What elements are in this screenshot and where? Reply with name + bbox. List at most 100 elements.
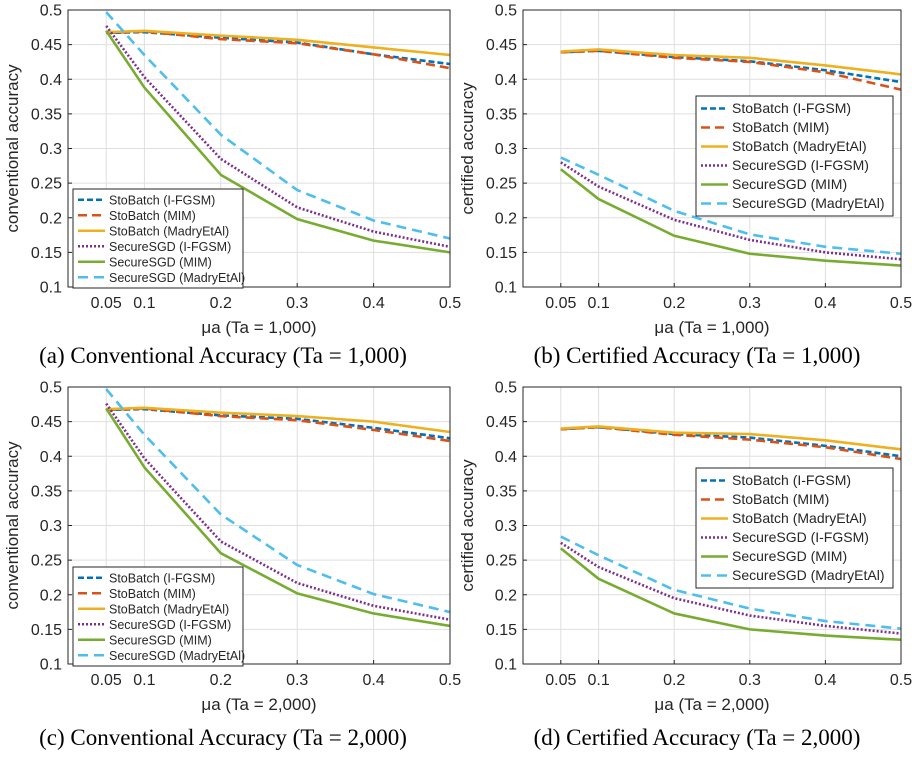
legend-entry-label: StoBatch (MadryEtAl) (732, 138, 867, 154)
x-tick-label: 0.4 (814, 672, 836, 689)
series-line-securesgd-i-fgsm (105, 25, 451, 249)
x-tick-label: 0.2 (210, 672, 232, 689)
y-tick-label: 0.25 (31, 176, 62, 193)
y-tick-label: 0.4 (40, 72, 62, 89)
x-tick-label: 0.4 (362, 672, 384, 689)
x-tick-label: 0.2 (663, 672, 685, 689)
y-tick-label: 0.3 (495, 141, 517, 158)
x-tick-label: 0.1 (587, 672, 609, 689)
chart-panel-1: 0.1 0.15 0.2 0.25 0.3 0.35 0.4 0.45 0.5 0.05 0.1 0.… (3, 3, 461, 369)
legend-entry-label: SecureSGD (I-FGSM) (109, 240, 231, 254)
x-tick-label: 0.5 (890, 295, 912, 312)
legend-box (695, 467, 894, 589)
series-line-securesgd-madryetal (105, 11, 451, 240)
y-tick-label: 0.2 (495, 210, 517, 227)
y-tick-label: 0.4 (495, 449, 517, 466)
y-tick-label: 0.15 (31, 622, 62, 639)
y-tick-label: 0.5 (495, 3, 517, 20)
legend: StoBatch (I-FGSM) StoBatch (MIM) StoBatch … (695, 95, 894, 217)
panel-caption: (c) Conventional Accuracy (Ta = 2,000) (39, 725, 407, 750)
y-tick-label: 0.25 (31, 553, 62, 570)
y-tick-label: 0.45 (31, 37, 62, 54)
y-axis-label: conventional accuracy (3, 64, 22, 233)
series-line-stobatch-madryetal (106, 29, 451, 57)
x-tick-label: 0.2 (210, 295, 232, 312)
y-tick-label: 0.5 (495, 380, 517, 397)
legend-entry-label: SecureSGD (MadryEtAl) (732, 195, 884, 211)
x-tick-label: 0.05 (91, 672, 122, 689)
legend-entry-label: SecureSGD (MIM) (109, 255, 212, 269)
legend-entry-label: SecureSGD (MIM) (732, 548, 847, 564)
series-line-securesgd-mim (105, 407, 451, 628)
y-tick-label: 0.15 (486, 622, 517, 639)
legend-entry-label: StoBatch (MIM) (109, 209, 196, 223)
legend-entry-label: SecureSGD (MadryEtAl) (109, 649, 245, 663)
y-tick-label: 0.45 (486, 37, 517, 54)
series-line-securesgd-madryetal (560, 156, 902, 256)
x-tick-label: 0.1 (587, 295, 609, 312)
x-axis-label: μa (Ta = 1,000) (654, 318, 769, 337)
x-tick-label: 0.3 (286, 295, 308, 312)
legend-entry-label: SecureSGD (I-FGSM) (109, 618, 231, 632)
x-tick-label: 0.3 (739, 295, 761, 312)
legend-entry-label: StoBatch (I-FGSM) (109, 193, 215, 207)
panel-caption: (b) Certified Accuracy (Ta = 1,000) (534, 343, 861, 368)
x-axis-label: μa (Ta = 2,000) (201, 695, 316, 714)
y-tick-label: 0.25 (486, 553, 517, 570)
series-line-securesgd-madryetal (560, 535, 902, 630)
legend-entry-label: SecureSGD (I-FGSM) (732, 157, 869, 173)
legend-box (695, 95, 894, 217)
y-tick-label: 0.1 (40, 657, 62, 674)
y-tick-label: 0.15 (31, 245, 62, 262)
panel-caption: (d) Certified Accuracy (Ta = 2,000) (534, 725, 861, 750)
series-line-stobatch-madryetal (560, 48, 902, 76)
y-tick-label: 0.25 (486, 176, 517, 193)
legend-entry-label: SecureSGD (MIM) (109, 633, 212, 647)
y-axis-label: certified accuracy (458, 459, 477, 592)
y-tick-label: 0.2 (40, 587, 62, 604)
chart-panel-4: 0.1 0.15 0.2 0.25 0.3 0.35 0.4 0.45 0.5 0.05 0.1 0.… (458, 380, 912, 751)
x-tick-label: 0.5 (890, 672, 912, 689)
y-tick-label: 0.35 (31, 483, 62, 500)
legend-entry-label: StoBatch (MadryEtAl) (109, 602, 229, 616)
series-line-securesgd-mim (559, 547, 902, 642)
x-tick-label: 0.3 (286, 672, 308, 689)
y-axis-label: conventional accuracy (3, 441, 22, 610)
y-tick-label: 0.5 (40, 3, 62, 20)
axes-frame (67, 9, 451, 288)
y-tick-label: 0.4 (40, 449, 62, 466)
legend-entry-label: StoBatch (MIM) (732, 119, 829, 135)
y-tick-label: 0.1 (495, 280, 517, 297)
series-line-stobatch-madryetal (560, 425, 902, 451)
legend-entry-label: StoBatch (MIM) (732, 491, 829, 507)
axes-frame (522, 9, 902, 288)
axes-frame (67, 386, 451, 665)
legend: StoBatch (I-FGSM) StoBatch (MIM)StoBatch … (72, 188, 245, 289)
x-tick-label: 0.5 (439, 672, 461, 689)
series-line-securesgd-i-fgsm (560, 541, 902, 635)
series-line-securesgd-mim (559, 168, 902, 267)
y-tick-label: 0.2 (495, 587, 517, 604)
x-tick-label: 0.05 (91, 295, 122, 312)
y-tick-label: 0.1 (40, 280, 62, 297)
y-tick-label: 0.45 (31, 414, 62, 431)
x-tick-label: 0.2 (663, 295, 685, 312)
legend-box (72, 566, 244, 667)
y-tick-label: 0.2 (40, 210, 62, 227)
y-tick-label: 0.15 (486, 245, 517, 262)
x-tick-label: 0.05 (545, 672, 576, 689)
legend-entry-label: SecureSGD (MadryEtAl) (109, 271, 245, 285)
legend-entry-label: StoBatch (MadryEtAl) (732, 510, 867, 526)
y-tick-label: 0.3 (40, 141, 62, 158)
legend-entry-label: StoBatch (I-FGSM) (732, 100, 851, 116)
series-line-stobatch-madryetal (106, 406, 451, 434)
legend-entry-label: SecureSGD (MIM) (732, 176, 847, 192)
series-line-securesgd-madryetal (105, 388, 451, 614)
legend-entry-label: StoBatch (I-FGSM) (732, 472, 851, 488)
legend-entry-label: StoBatch (MadryEtAl) (109, 224, 229, 238)
chart-panel-3: 0.1 0.15 0.2 0.25 0.3 0.35 0.4 0.45 0.5 0.05 0.1 0.… (3, 380, 461, 751)
y-tick-label: 0.3 (40, 518, 62, 535)
x-axis-label: μa (Ta = 1,000) (201, 318, 316, 337)
panel-caption: (a) Conventional Accuracy (Ta = 1,000) (39, 343, 407, 368)
legend-entry-label: SecureSGD (MadryEtAl) (732, 567, 884, 583)
